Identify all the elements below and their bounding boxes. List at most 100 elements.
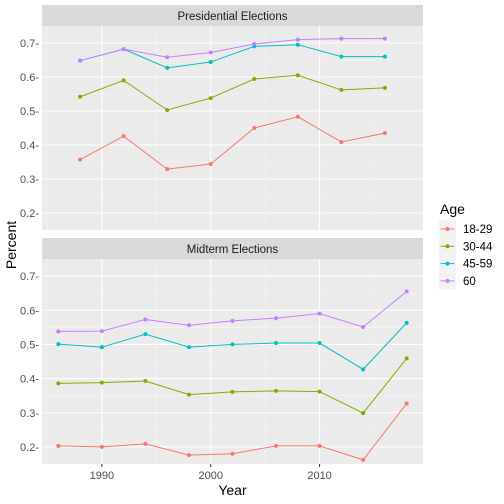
data-point-18-29 xyxy=(339,139,344,144)
series-line-45-59 xyxy=(79,44,385,69)
data-point-18-29 xyxy=(361,457,366,462)
x-tick-label: 2010 xyxy=(307,470,331,482)
data-point-30-44 xyxy=(274,388,279,393)
data-point-60 xyxy=(404,289,409,294)
data-point-30-44 xyxy=(78,94,83,99)
data-point-18-29 xyxy=(78,157,83,162)
legend-keys: 18-29 30-44 45-59 60 xyxy=(439,220,493,290)
data-point-30-44 xyxy=(99,380,104,385)
legend-key-point xyxy=(445,261,450,266)
x-tick-label: 1990 xyxy=(90,470,114,482)
data-point-60 xyxy=(230,318,235,323)
data-point-30-44 xyxy=(186,392,191,397)
data-point-45-59 xyxy=(382,54,387,59)
series-line-18-29 xyxy=(79,116,385,170)
legend-key-point xyxy=(445,278,450,283)
data-point-45-59 xyxy=(99,345,104,350)
data-point-30-44 xyxy=(143,378,148,383)
data-point-18-29 xyxy=(99,444,104,449)
legend: Age 18-29 30-44 45-59 60 xyxy=(439,201,493,290)
series-midterm xyxy=(56,289,409,462)
y-tick-label: 0.3- xyxy=(20,408,39,420)
y-axis-title: Percent xyxy=(3,221,19,269)
legend-key-18-29: 18-29 xyxy=(439,220,492,238)
data-point-18-29 xyxy=(404,401,409,406)
y-tick-label: 0.6- xyxy=(20,305,39,317)
data-point-18-29 xyxy=(382,131,387,136)
y-tick-label: 0.4- xyxy=(20,374,39,386)
data-point-30-44 xyxy=(252,77,257,82)
data-point-30-44 xyxy=(208,96,213,101)
data-point-30-44 xyxy=(382,85,387,90)
data-point-60 xyxy=(99,329,104,334)
data-point-18-29 xyxy=(230,451,235,456)
panel-midterm: Midterm Elections 0.2-0.3-0.4-0.5-0.6-0.… xyxy=(20,238,423,464)
data-point-45-59 xyxy=(339,54,344,59)
legend-title: Age xyxy=(440,201,465,217)
x-axis-title: Year xyxy=(218,482,247,498)
data-point-30-44 xyxy=(230,389,235,394)
data-point-60 xyxy=(339,36,344,41)
y-tick-label: 0.5- xyxy=(20,339,39,351)
data-point-30-44 xyxy=(56,381,61,386)
series-line-30-44 xyxy=(79,74,385,111)
legend-label: 60 xyxy=(463,276,476,288)
data-point-30-44 xyxy=(121,78,126,83)
y-tick-label: 0.6- xyxy=(20,72,39,84)
grid-midterm xyxy=(42,259,423,464)
data-point-45-59 xyxy=(274,341,279,346)
x-axis: 1990 2000 2010 xyxy=(90,464,332,482)
data-point-30-44 xyxy=(165,107,170,112)
data-point-60 xyxy=(361,324,366,329)
data-point-45-59 xyxy=(186,345,191,350)
data-point-60 xyxy=(165,55,170,60)
data-point-18-29 xyxy=(56,443,61,448)
series-presidential xyxy=(78,36,387,172)
data-point-45-59 xyxy=(317,341,322,346)
data-point-45-59 xyxy=(208,60,213,65)
data-point-45-59 xyxy=(404,320,409,325)
y-tick-label: 0.7- xyxy=(20,38,39,50)
data-point-60 xyxy=(56,329,61,334)
data-point-30-44 xyxy=(404,356,409,361)
x-tick-label: 2000 xyxy=(198,470,222,482)
data-point-60 xyxy=(208,50,213,55)
y-tick-labels-presidential: 0.2- 0.3- 0.4- 0.5- 0.6- 0.7- xyxy=(20,38,39,220)
legend-key-60: 60 xyxy=(439,272,476,290)
series-line-60 xyxy=(79,38,385,62)
y-tick-label: 0.2- xyxy=(20,442,39,454)
data-point-45-59 xyxy=(230,342,235,347)
legend-label: 45-59 xyxy=(463,259,492,271)
data-point-18-29 xyxy=(274,443,279,448)
data-point-45-59 xyxy=(165,65,170,70)
y-tick-label: 0.7- xyxy=(20,271,39,283)
data-point-18-29 xyxy=(317,443,322,448)
data-point-30-44 xyxy=(361,411,366,416)
y-tick-label: 0.5- xyxy=(20,106,39,118)
legend-key-30-44: 30-44 xyxy=(439,237,493,255)
y-tick-label: 0.3- xyxy=(20,174,39,186)
data-point-60 xyxy=(143,317,148,322)
data-point-18-29 xyxy=(186,453,191,458)
strip-title-midterm: Midterm Elections xyxy=(187,244,279,256)
data-point-18-29 xyxy=(295,114,300,119)
data-point-45-59 xyxy=(56,342,61,347)
strip-background-midterm xyxy=(42,238,423,259)
data-point-45-59 xyxy=(295,42,300,47)
grid-presidential xyxy=(42,26,423,230)
data-point-18-29 xyxy=(143,441,148,446)
data-point-60 xyxy=(186,323,191,328)
legend-key-45-59: 45-59 xyxy=(439,255,492,273)
data-point-30-44 xyxy=(317,389,322,394)
data-point-60 xyxy=(121,47,126,52)
panel-presidential: Presidential Elections 0.2-0.3-0.4-0.5-0… xyxy=(20,5,423,230)
strip-background-presidential xyxy=(42,5,423,26)
legend-label: 18-29 xyxy=(463,224,492,236)
data-point-30-44 xyxy=(295,73,300,78)
y-tick-label: 0.2- xyxy=(20,208,39,220)
data-point-60 xyxy=(78,58,83,63)
data-point-60 xyxy=(295,37,300,42)
data-point-60 xyxy=(382,36,387,41)
y-tick-labels-midterm: 0.2- 0.3- 0.4- 0.5- 0.6- 0.7- xyxy=(20,271,39,454)
